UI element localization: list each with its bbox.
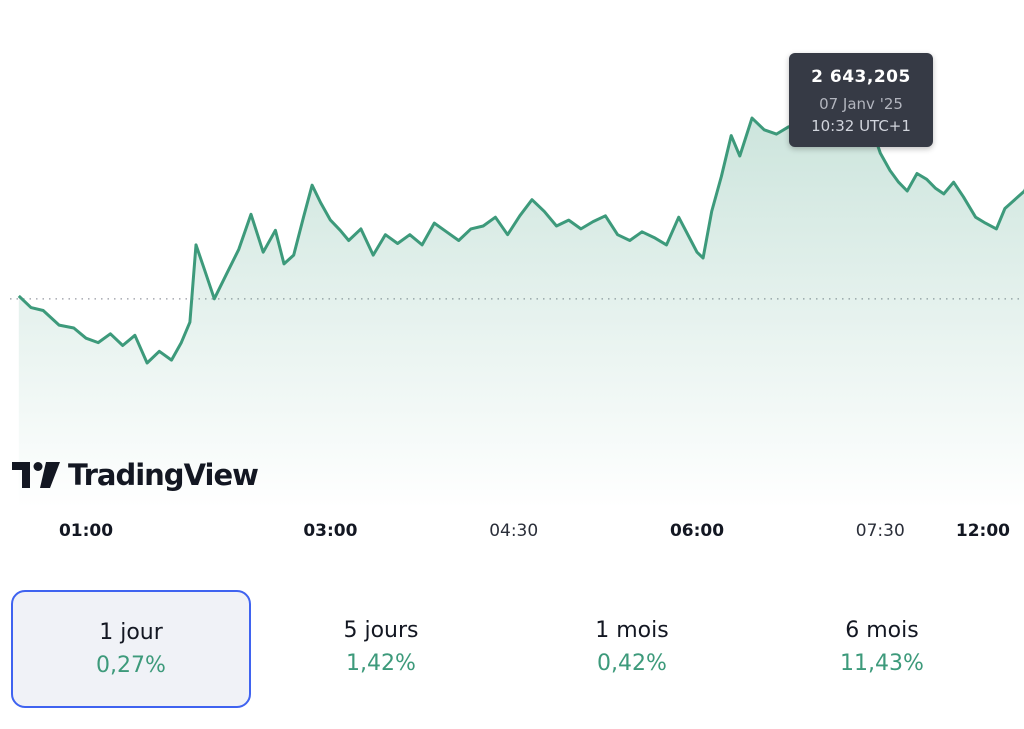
x-tick-label: 12:00: [956, 521, 1010, 541]
period-change: 11,43%: [840, 651, 924, 676]
price-chart[interactable]: 01:0003:0004:3006:0007:3009:0010:3012:00…: [0, 0, 1024, 560]
x-tick-label: 03:00: [303, 521, 357, 541]
period-change: 1,42%: [346, 651, 416, 676]
x-tick-label: 04:30: [489, 521, 538, 541]
tooltip-time: 10:32 UTC+1: [811, 117, 911, 135]
x-tick-label: 01:00: [59, 521, 113, 541]
period-change: 0,27%: [96, 653, 166, 678]
price-area-fill: [18, 88, 1024, 508]
period-label: 1 mois: [595, 618, 669, 643]
tooltip-value: 2 643,205: [811, 67, 911, 87]
tradingview-logo-icon: [12, 462, 60, 488]
period-selector: 1 jour 0,27% 5 jours 1,42% 1 mois 0,42% …: [0, 588, 1024, 712]
period-change: 0,42%: [597, 651, 667, 676]
x-tick-label: 06:00: [670, 521, 724, 541]
tradingview-logo-text: TradingView: [68, 458, 259, 492]
period-label: 5 jours: [343, 618, 419, 643]
price-tooltip: 2 643,205 07 Janv '25 10:32 UTC+1: [789, 53, 933, 147]
price-line: [17, 87, 1024, 365]
period-label: 1 jour: [99, 620, 163, 645]
tradingview-logo[interactable]: TradingView: [12, 455, 259, 495]
period-label: 6 mois: [845, 618, 919, 643]
tooltip-date: 07 Janv '25: [819, 95, 903, 113]
x-tick-label: 07:30: [856, 521, 905, 541]
period-5-days[interactable]: 5 jours 1,42%: [261, 590, 501, 708]
period-6-months[interactable]: 6 mois 11,43%: [762, 590, 1002, 708]
period-1-day[interactable]: 1 jour 0,27%: [11, 590, 251, 708]
period-1-month[interactable]: 1 mois 0,42%: [512, 590, 752, 708]
